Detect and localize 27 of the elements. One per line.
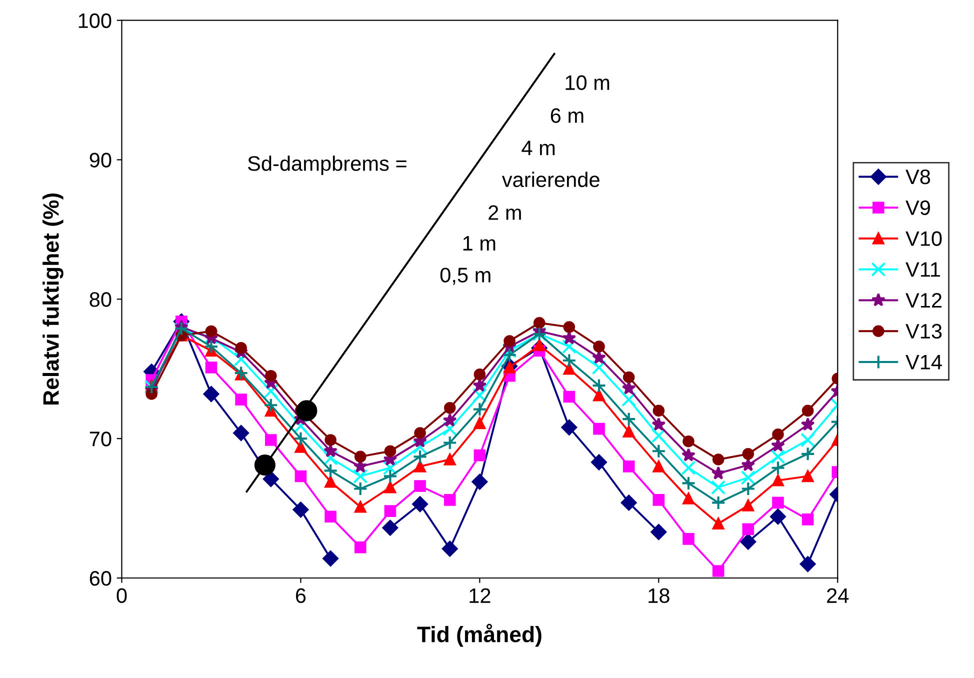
y-tick-label: 70 [90, 432, 112, 446]
annotation: 0,5 m [440, 268, 490, 285]
x-axis-title: Tid (måned) [417, 624, 542, 647]
legend-label: V14 [906, 354, 942, 370]
y-tick-label: 90 [90, 152, 112, 168]
y-tick-label: 60 [90, 570, 112, 586]
annotation: Sd-dampbrems = [248, 156, 406, 176]
annotation: 1 m [463, 236, 496, 250]
y-tick-label: 100 [78, 13, 112, 28]
x-tick-label: 18 [648, 588, 670, 604]
x-tick-label: 0 [116, 588, 127, 604]
annotation: 2 m [488, 205, 521, 220]
legend-label: V10 [906, 231, 942, 246]
annotation: varierende [502, 172, 600, 188]
legend-label: V11 [906, 262, 940, 277]
x-tick-label: 12 [470, 588, 490, 603]
x-tick-label: 24 [827, 588, 849, 603]
x-tick-label: 6 [296, 588, 306, 604]
annotation: 4 m [522, 140, 555, 156]
annotation: 10 m [566, 75, 610, 90]
legend-label: V9 [906, 200, 930, 216]
legend-label: V13 [906, 324, 942, 339]
y-axis-title: Relatvi fuktighet (%) [42, 193, 64, 404]
legend-label: V12 [906, 293, 942, 308]
annotation: 6 m [550, 108, 584, 123]
y-tick-label: 80 [90, 292, 112, 307]
legend-label: V8 [906, 169, 930, 184]
